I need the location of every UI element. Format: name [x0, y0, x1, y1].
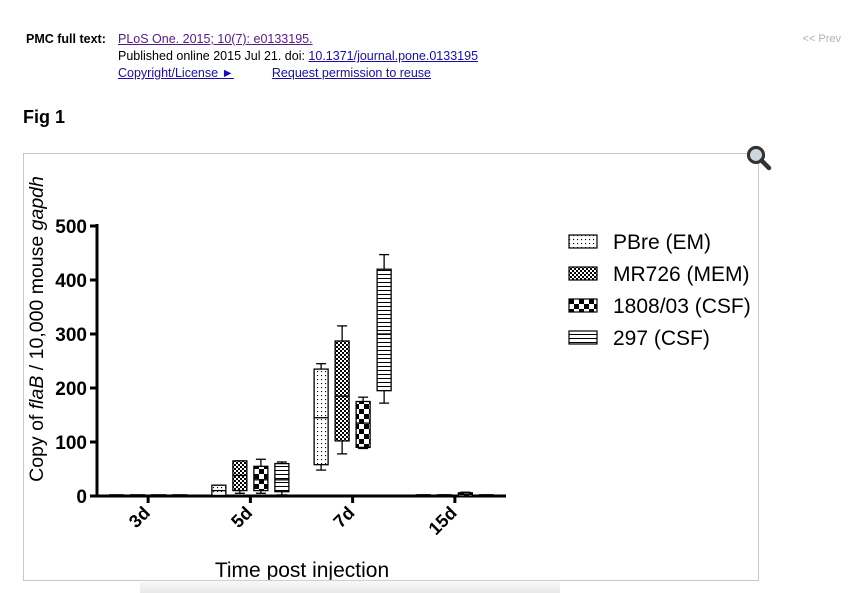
box-plot [108, 494, 125, 497]
box-plot [129, 494, 146, 497]
y-tick-label: 300 [55, 325, 87, 346]
box-plot [478, 494, 495, 497]
y-axis-title-part: Copy of [26, 409, 48, 482]
legend-swatch [568, 266, 598, 281]
copyright-link[interactable]: Copyright/License ► [118, 66, 234, 80]
permission-link[interactable]: Request permission to reuse [271, 66, 432, 80]
journal-link[interactable]: PLoS One. 2015; 10(7): e0133195. [118, 32, 313, 46]
x-axis-title: Time post injection [215, 559, 389, 581]
y-tick-label: 0 [76, 487, 87, 508]
box-plot [211, 484, 227, 497]
bottom-fade [140, 576, 560, 593]
prev-link[interactable]: << Prev [802, 33, 841, 45]
box-plot [150, 494, 167, 497]
y-axis-title-part: flaB [26, 376, 48, 410]
box-body [355, 400, 371, 449]
chart-legend: PBre (EM) MR726 (MEM) 1808/03 (CSF) 297 (CS… [568, 231, 751, 350]
published-text: Published online 2015 Jul 21. doi: [118, 49, 309, 63]
chart-axes: 0 100 200 300 400 500 3d 5d 7d 15d Time post injec… [26, 176, 506, 581]
box-body [274, 462, 290, 493]
box-plot [313, 363, 329, 471]
y-tick-label: 100 [55, 433, 87, 454]
figure-frame: 0 100 200 300 400 500 3d 5d 7d 15d Time post injec… [23, 153, 759, 581]
box-chart: 0 100 200 300 400 500 3d 5d 7d 15d Time post injec… [26, 176, 751, 581]
x-tick-label: 15d [425, 503, 461, 539]
magnifier-icon[interactable] [744, 143, 774, 173]
y-axis-title-part: / 10,000 mouse [26, 230, 48, 375]
box-body [253, 465, 269, 492]
box-plot [253, 458, 269, 494]
legend-label: 1808/03 (CSF) [613, 295, 751, 318]
box-plot [334, 325, 350, 455]
x-tick-label: 5d [227, 503, 256, 532]
legend-label: PBre (EM) [613, 231, 711, 254]
y-axis-title: Copy of flaB / 10,000 mouse gapdh [26, 176, 48, 482]
citation-label: PMC full text: [26, 32, 106, 46]
y-tick-label: 400 [55, 271, 87, 292]
box-plot [171, 494, 188, 497]
legend-swatch [568, 298, 598, 313]
box-plot [376, 253, 392, 404]
legend-swatch [568, 330, 598, 345]
box-plot [415, 494, 432, 497]
box-plot [355, 396, 371, 450]
legend-label: 297 (CSF) [613, 327, 710, 350]
x-tick-label: 3d [125, 503, 154, 532]
box-plot [436, 494, 453, 497]
box-body [376, 268, 392, 392]
box-body [313, 368, 329, 466]
chart-plot [108, 253, 495, 497]
box-plot [232, 460, 248, 494]
box-plot [274, 461, 290, 496]
x-tick-label: 7d [329, 503, 358, 532]
box-body [334, 340, 350, 442]
y-tick-label: 200 [55, 379, 87, 400]
legend-label: MR726 (MEM) [613, 263, 750, 286]
figure-title: Fig 1 [23, 107, 66, 127]
doi-link[interactable]: 10.1371/journal.pone.0133195 [308, 49, 479, 63]
legend-swatch [568, 234, 598, 249]
box-plot [457, 491, 474, 497]
y-axis-title-part: gapdh [26, 176, 48, 230]
y-tick-label: 500 [55, 217, 87, 238]
